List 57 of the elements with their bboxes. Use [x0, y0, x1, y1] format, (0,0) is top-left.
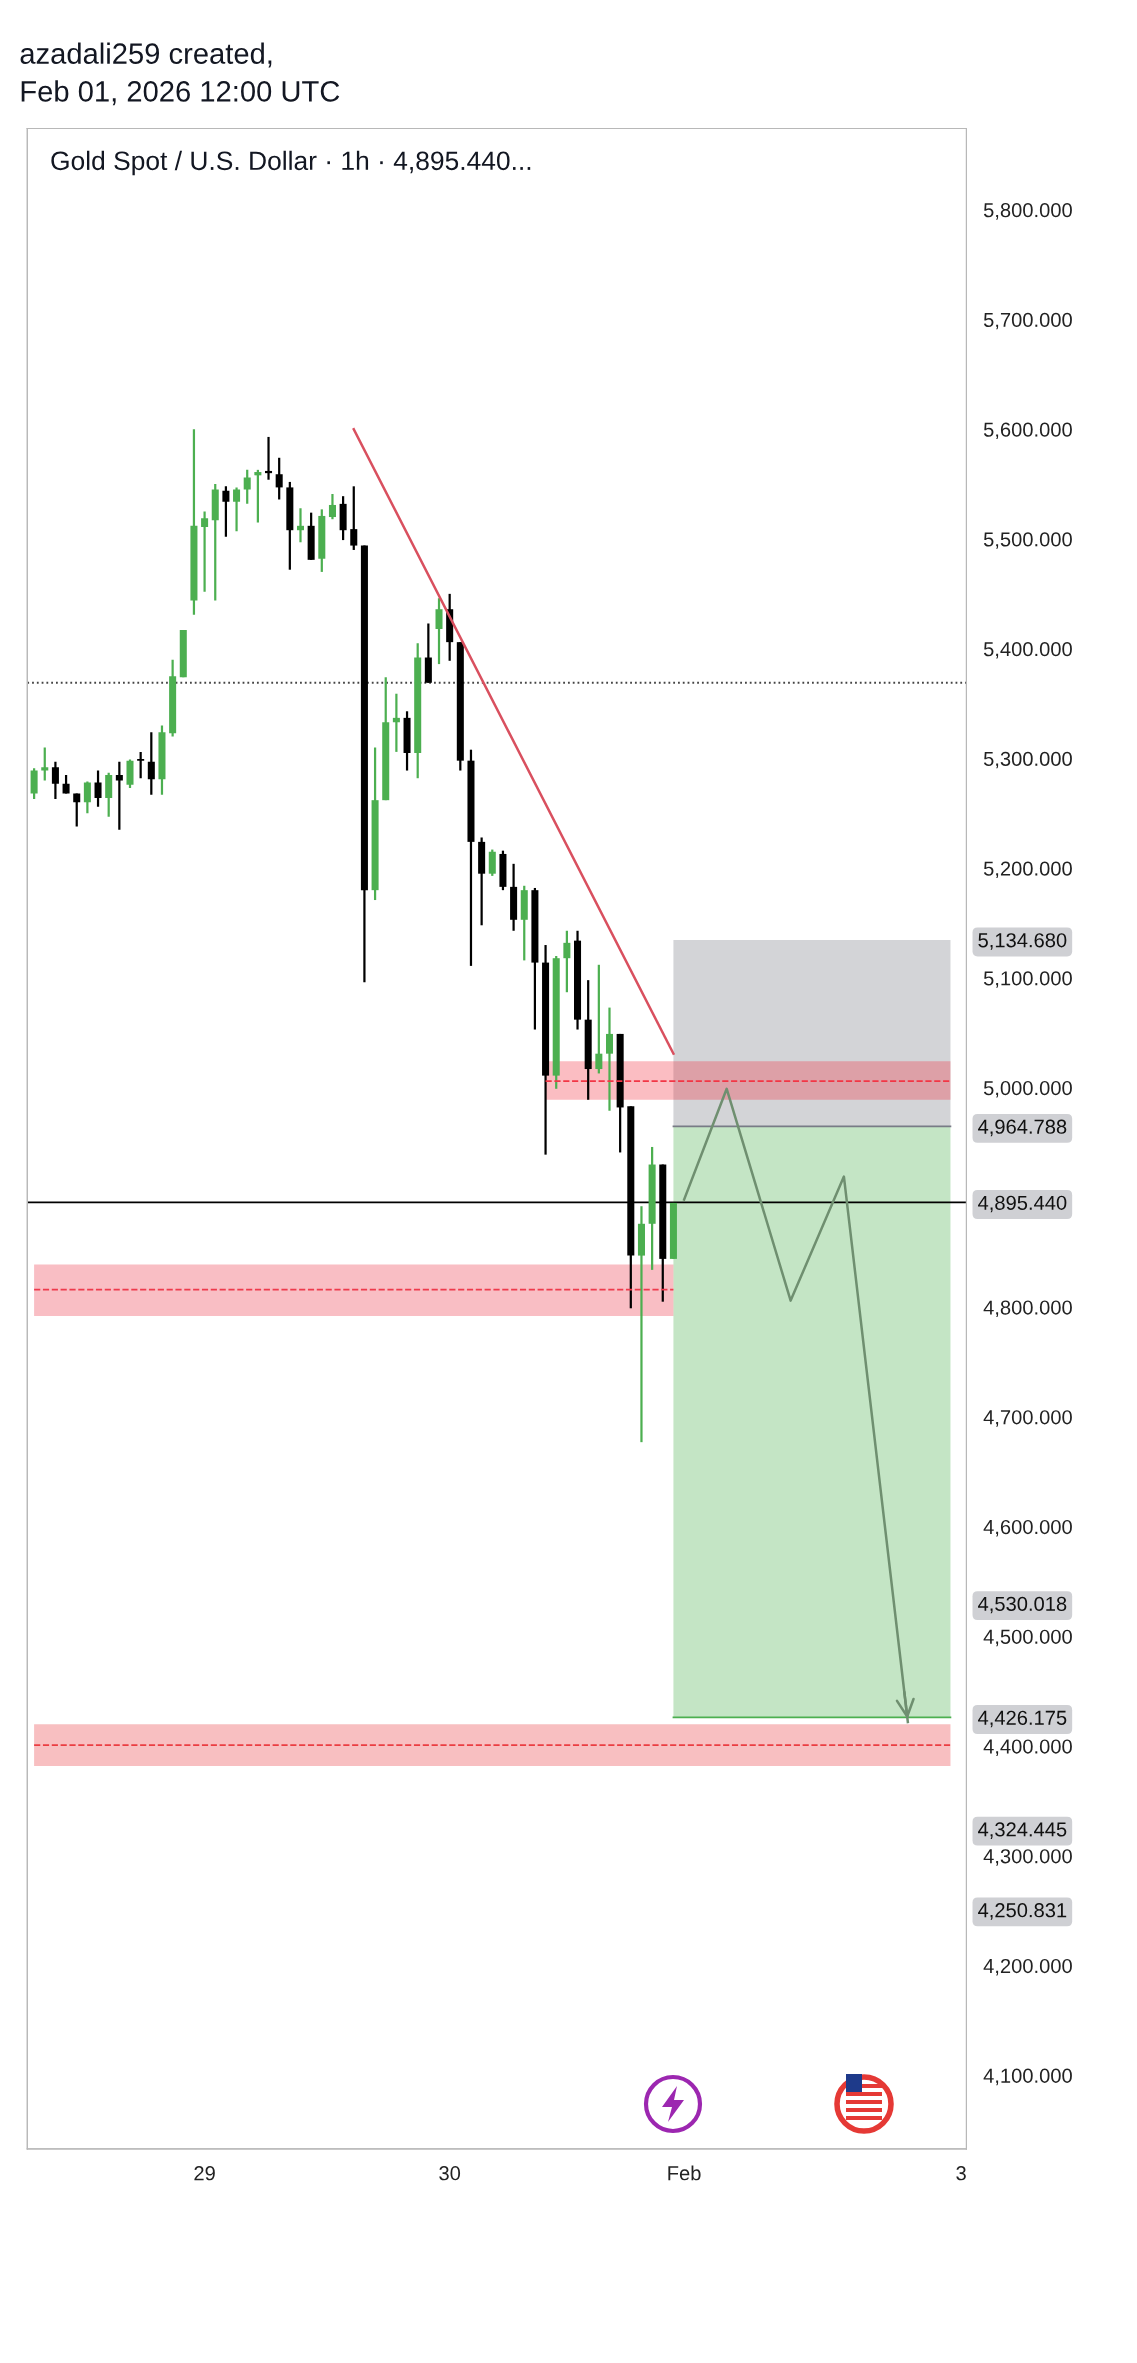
candlestick: [265, 435, 273, 481]
y-tick-label: 5,300.000: [983, 751, 1072, 769]
x-tick-label: Feb: [668, 2165, 701, 2181]
y-tick-label: 4,700.000: [983, 1410, 1072, 1427]
candlestick: [83, 780, 91, 815]
x-tick-label: 30: [439, 2166, 461, 2181]
candlestick: [275, 456, 283, 501]
candlestick: [51, 760, 59, 801]
y-tick-label: 5,200.000: [983, 861, 1072, 879]
candlestick: [488, 848, 496, 878]
candlestick: [201, 510, 209, 593]
candlestick: [73, 792, 81, 828]
y-tick-label: 5,400.000: [983, 641, 1072, 659]
y-tick-label: 4,500.000: [983, 1629, 1072, 1647]
y2-tick-label: 4,426.175: [978, 1710, 1067, 1728]
candlestick: [30, 767, 38, 801]
y-tick-label: 4,800.000: [983, 1300, 1072, 1318]
candlestick: [328, 492, 336, 521]
y-tick-label: 5,100.000: [983, 971, 1072, 988]
y2-tick-label: 4,324.445: [978, 1822, 1067, 1839]
candlestick: [296, 507, 305, 544]
candlestick: [595, 963, 603, 1075]
y-tick-label: 5,800.000: [983, 202, 1072, 220]
candlestick: [62, 773, 70, 795]
y2-tick-label: 5,134.680: [978, 933, 1067, 950]
y-tick-label: 4,400.000: [983, 1739, 1072, 1757]
y-tick-label: 4,600.000: [983, 1519, 1072, 1537]
y2-tick-label: 4,530.018: [978, 1596, 1067, 1614]
x-tick-label: 3: [956, 2166, 966, 2181]
chart-subtitle: azadali259 created, Feb 01, 2026 12:00 UTC: [20, 42, 340, 106]
y2-tick-label: 4,895.440: [978, 1195, 1067, 1213]
y-tick-label: 5,600.000: [983, 422, 1072, 440]
text: Gold Spot / U.S. Dollar · 1h · 4,895.440...: [51, 150, 531, 176]
candlestick: [105, 771, 113, 818]
candlestick: [243, 468, 251, 505]
candlestick: [147, 731, 155, 796]
candlestick: [41, 746, 49, 782]
y-tick-label: 5,000.000: [983, 1080, 1072, 1098]
candlestick: [350, 485, 358, 552]
y-tick-label: 5,500.000: [983, 532, 1072, 549]
y-tick-label: 4,100.000: [983, 2068, 1072, 2086]
candlestick: [115, 760, 123, 831]
candlestick: [605, 1006, 614, 1112]
y-tick-label: 4,200.000: [983, 1958, 1072, 1976]
candlestick: [137, 750, 145, 780]
candlestick: [254, 468, 262, 524]
candlestick: [435, 597, 443, 666]
candlestick: [392, 692, 400, 753]
y2-tick-label: 4,964.788: [978, 1119, 1067, 1137]
candlestick: [94, 769, 102, 808]
candlestick: [563, 929, 571, 994]
y2-tick-label: 4,250.831: [978, 1903, 1067, 1920]
candlestick: [222, 485, 230, 538]
candlestick: [233, 486, 241, 533]
x-tick-label: 29: [194, 2166, 215, 2181]
y-tick-label: 5,700.000: [983, 312, 1072, 330]
y-tick-label: 4,300.000: [983, 1849, 1072, 1866]
